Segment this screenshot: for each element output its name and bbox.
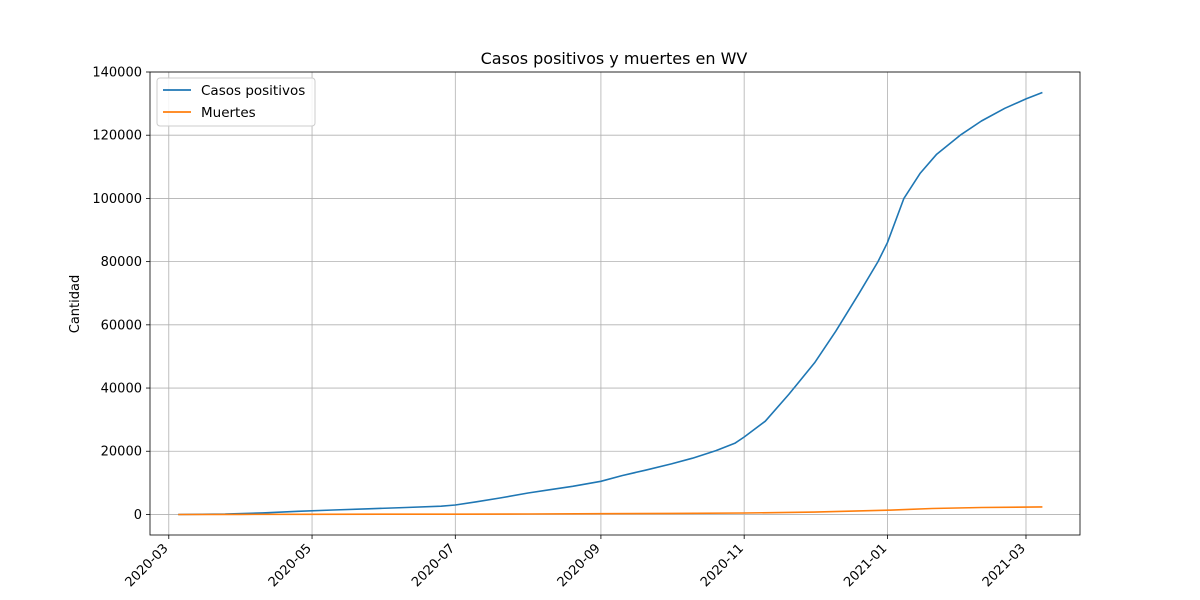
y-tick-label: 80000 — [101, 255, 142, 270]
y-tick-label: 140000 — [92, 66, 142, 81]
y-axis-label: Cantidad — [68, 275, 83, 333]
y-tick-label: 120000 — [92, 129, 142, 144]
y-axis-ticks: 0 20000 40000 60000 80000 100000 120000 140000 — [92, 66, 150, 523]
axes — [149, 71, 1081, 536]
plot-lines — [178, 91, 1043, 516]
y-tick-label: 60000 — [101, 318, 142, 333]
legend-label: Casos positivos — [201, 83, 305, 99]
y-tick-label: 0 — [134, 508, 142, 523]
plot-frame — [149, 71, 1081, 536]
y-tick-label: 40000 — [101, 382, 142, 397]
series-line — [178, 91, 1043, 516]
chart-title: Casos positivos y muertes en WV — [481, 49, 748, 68]
legend-box — [156, 77, 316, 127]
y-tick-label: 100000 — [92, 192, 142, 207]
legend: Casos positivos Muertes — [156, 77, 316, 127]
y-tick-label: 20000 — [101, 445, 142, 460]
legend-label: Muertes — [201, 105, 256, 121]
series-line — [178, 506, 1043, 516]
